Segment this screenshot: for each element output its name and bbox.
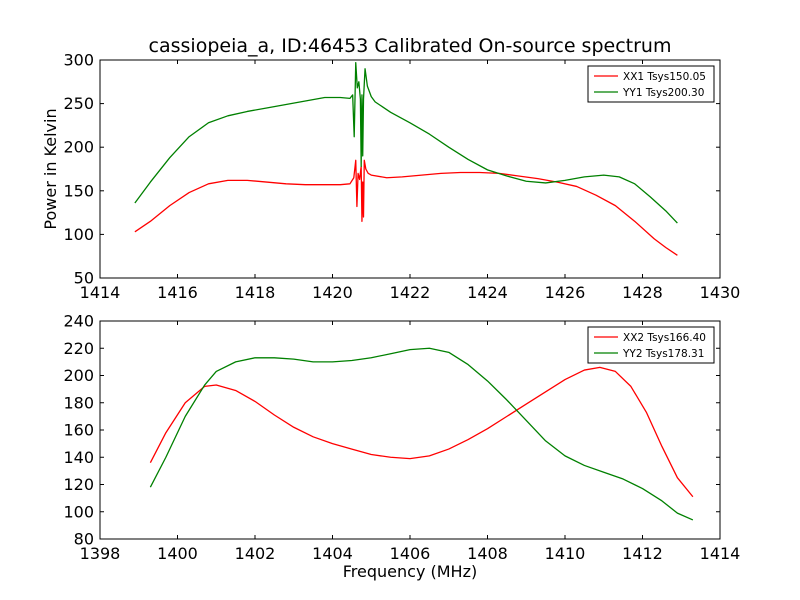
x-tick-label: 1404 [312, 544, 353, 563]
y-tick-label: 200 [63, 366, 94, 385]
top-plot: 1414 1416 1418 1420 1422 1424 1426 1428 1430 50 10… [63, 51, 740, 303]
series-line-xx [134, 159, 678, 256]
y-tick-label: 150 [63, 181, 94, 200]
y-tick-label: 250 [63, 94, 94, 113]
x-tick-label: 1400 [157, 544, 198, 563]
y-tick-label: 140 [63, 448, 94, 467]
legend-label: YY2 Tsys178.31 [622, 348, 704, 360]
x-tick-label: 1422 [390, 283, 431, 302]
y-tick-label: 300 [63, 51, 94, 70]
y-axis-title-top: Power in Kelvin [41, 108, 60, 229]
x-tick-label: 1414 [80, 283, 121, 302]
legend-box [587, 326, 715, 364]
x-tick-label: 1402 [235, 544, 276, 563]
x-tick-label: 1408 [467, 544, 508, 563]
x-tick-label: 1430 [700, 283, 741, 302]
x-tick-label: 1426 [545, 283, 586, 302]
x-tick-label: 1398 [80, 544, 121, 563]
x-tick-label: 1410 [545, 544, 586, 563]
x-tick-label: 1424 [467, 283, 508, 302]
bottom-plot: 1398 1400 1402 1404 1406 1408 1410 1412 1414 80 10… [63, 312, 740, 564]
y-tick-label: 240 [63, 312, 94, 331]
y-tick-label: 50 [74, 269, 94, 288]
series-line-yy [149, 347, 694, 521]
legend: XX2 Tsys166.40 YY2 Tsys178.31 [587, 326, 715, 364]
chart-title: cassiopeia_a, ID:46453 Calibrated On-sou… [149, 35, 672, 57]
y-tick-label: 200 [63, 138, 94, 157]
x-tick-label: 1406 [390, 544, 431, 563]
legend-label: XX1 Tsys150.05 [623, 71, 706, 83]
legend-box [587, 65, 715, 103]
x-tick-label: 1412 [622, 544, 663, 563]
x-tick-label: 1420 [312, 283, 353, 302]
x-tick-label: 1416 [157, 283, 198, 302]
x-tick-label: 1418 [235, 283, 276, 302]
legend-label: YY1 Tsys200.30 [622, 87, 704, 99]
y-tick-label: 120 [63, 475, 94, 494]
series-line-yy [134, 61, 678, 224]
y-tick-label: 100 [63, 502, 94, 521]
y-tick-label: 160 [63, 421, 94, 440]
x-tick-label: 1428 [622, 283, 663, 302]
y-tick-label: 180 [63, 393, 94, 412]
x-axis-title-bottom: Frequency (MHz) [343, 562, 477, 581]
y-tick-label: 80 [74, 530, 94, 549]
legend-label: XX2 Tsys166.40 [623, 332, 706, 344]
legend: XX1 Tsys150.05 YY1 Tsys200.30 [587, 65, 715, 103]
y-tick-label: 100 [63, 225, 94, 244]
y-tick-label: 220 [63, 339, 94, 358]
series-line-xx [149, 366, 694, 498]
x-tick-label: 1414 [700, 544, 741, 563]
